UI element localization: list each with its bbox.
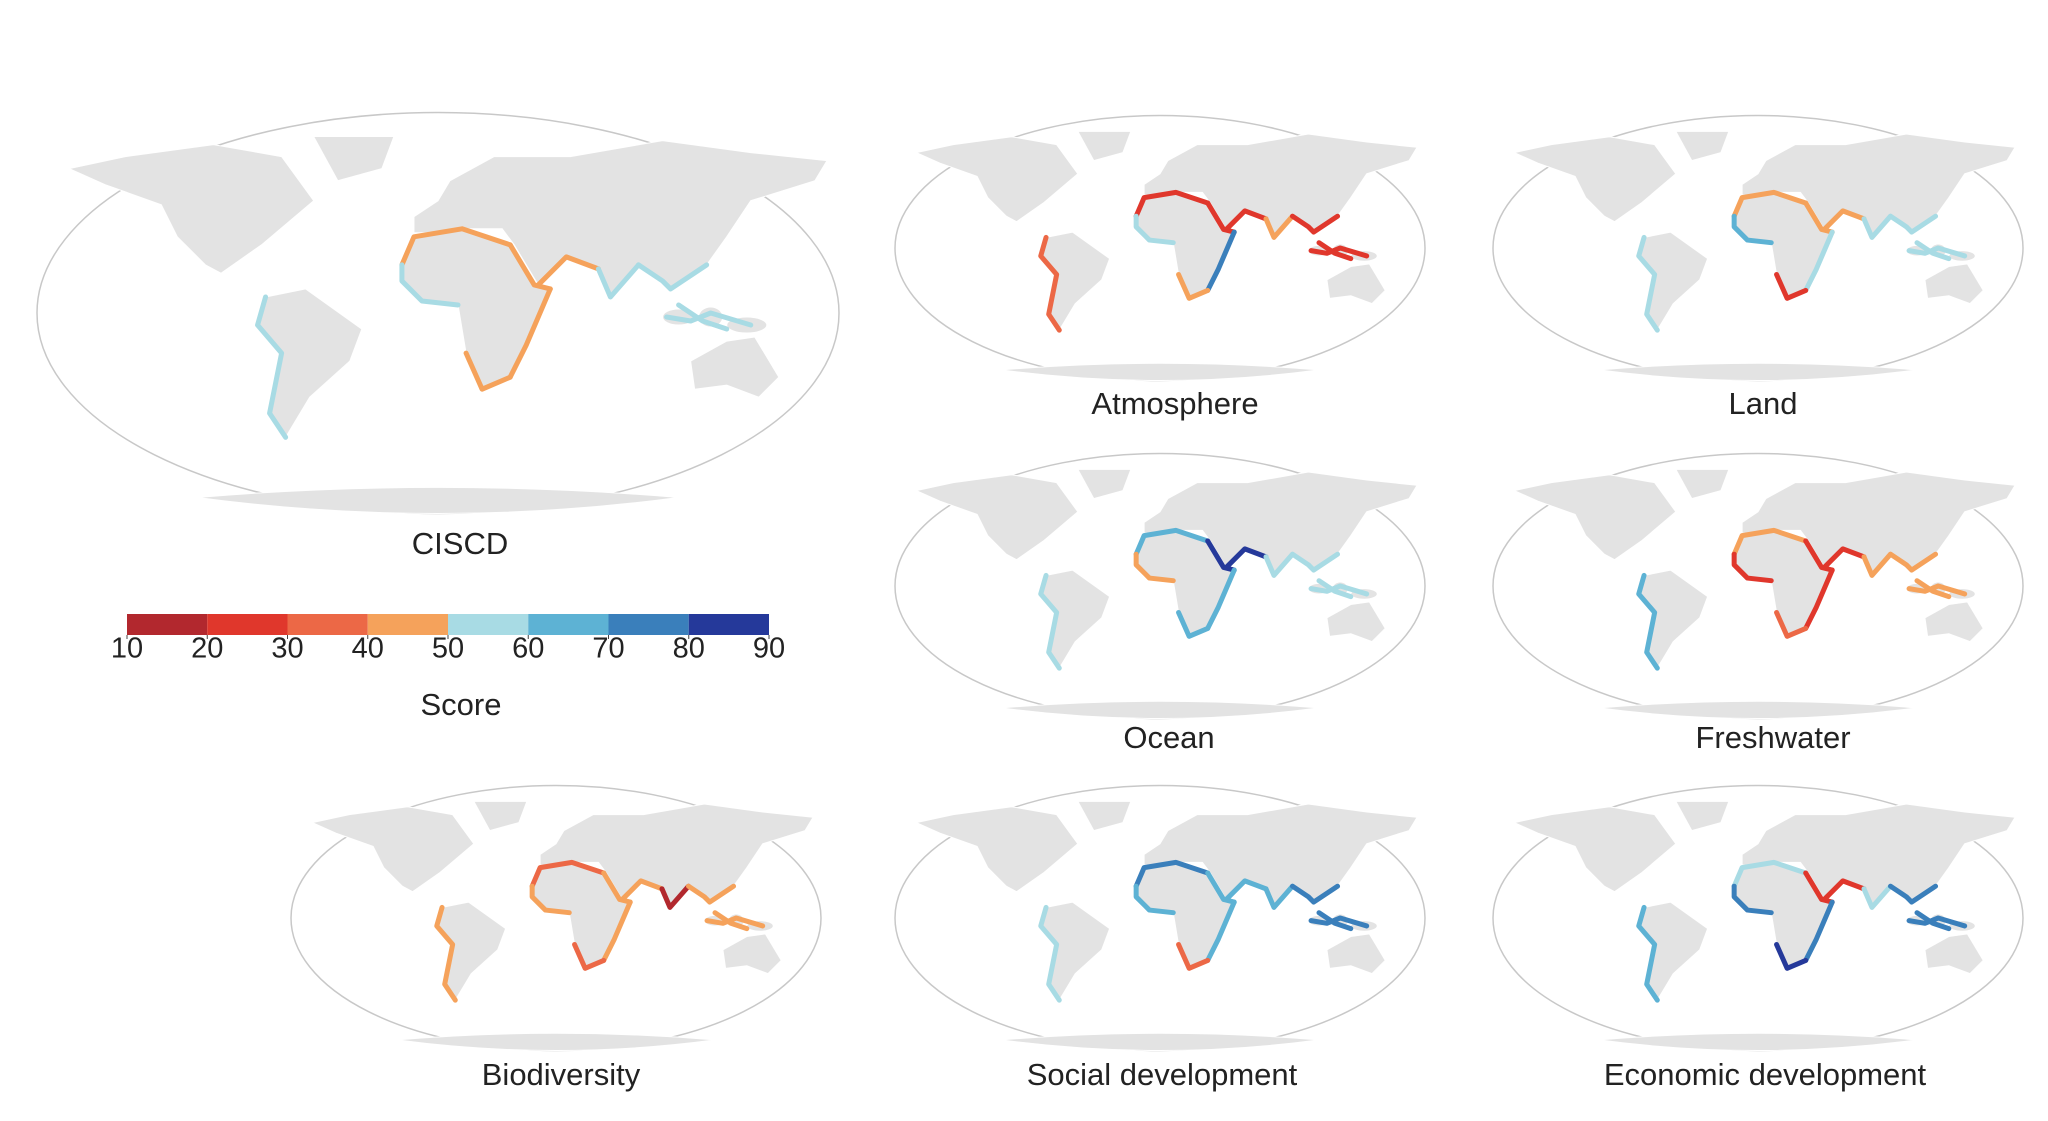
- panel-title: CISCD: [412, 526, 508, 561]
- panel-title: Land: [1729, 386, 1798, 421]
- map-freshwater: [1491, 451, 2025, 721]
- map-social: [893, 783, 1427, 1053]
- colorbar-segment: [448, 614, 529, 635]
- colorbar-label: Score: [421, 687, 502, 722]
- colorbar-segment: [528, 614, 609, 635]
- colorbar-tick-label: 70: [592, 633, 624, 665]
- panel-title: Biodiversity: [482, 1057, 641, 1092]
- map-land: [1491, 113, 2025, 383]
- colorbar-segment: [688, 614, 769, 635]
- colorbar-tick-label: 90: [753, 633, 785, 665]
- panel-title: Freshwater: [1695, 720, 1850, 755]
- colorbar-segment: [287, 614, 368, 635]
- colorbar-tick-label: 40: [352, 633, 384, 665]
- map-ocean: [893, 451, 1427, 721]
- panel-title: Social development: [1027, 1057, 1298, 1092]
- panel-title: Atmosphere: [1091, 386, 1258, 421]
- colorbar-tick-label: 30: [271, 633, 303, 665]
- colorbar-tick-label: 50: [432, 633, 464, 665]
- colorbar-segment: [207, 614, 288, 635]
- colorbar-segment: [367, 614, 448, 635]
- colorbar-tick-label: 80: [673, 633, 705, 665]
- map-atmosphere: [893, 113, 1427, 383]
- colorbar: 10 20 30 40 50 60 70 80 90: [111, 614, 785, 665]
- colorbar-segment: [608, 614, 689, 635]
- map-economic: [1491, 783, 2025, 1053]
- map-biodiversity: [289, 783, 823, 1053]
- colorbar-tick-label: 10: [111, 633, 143, 665]
- map-ciscd: [37, 112, 839, 513]
- colorbar-tick-label: 20: [191, 633, 223, 665]
- panel-title: Ocean: [1123, 720, 1214, 755]
- panel-title: Economic development: [1604, 1057, 1927, 1092]
- colorbar-tick-label: 60: [512, 633, 544, 665]
- colorbar-segment: [127, 614, 208, 635]
